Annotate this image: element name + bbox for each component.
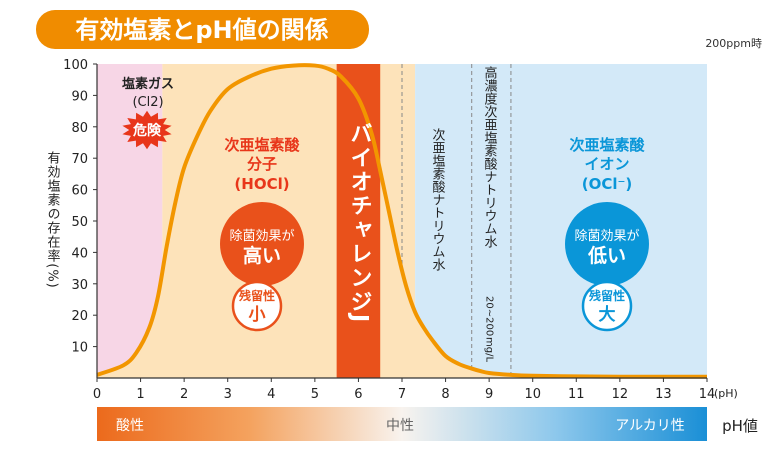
x-tick-label-9: 9 xyxy=(485,387,493,402)
ph-scale-bar xyxy=(97,407,707,441)
y-tick-label-50: 50 xyxy=(71,215,88,230)
highlight-band xyxy=(336,64,381,378)
danger-label: 危険 xyxy=(132,122,162,139)
ocl-effect-circle xyxy=(565,202,649,286)
y-tick-label-90: 90 xyxy=(71,89,88,104)
hocl-effect-line1: 除菌効果が xyxy=(229,229,294,244)
ocl-label-line1: 次亜塩素酸 xyxy=(569,136,645,154)
ocl-residue-line1: 残留性 xyxy=(589,288,625,303)
hocl-residue-circle xyxy=(231,280,283,332)
hocl-residue-line2: 小 xyxy=(249,305,266,325)
y-tick-label-20: 20 xyxy=(71,309,88,324)
ph-neutral-label: 中性 xyxy=(386,418,414,434)
curve-line xyxy=(96,63,707,379)
naocl-label: 次亜塩素酸ナトリウム水 xyxy=(430,127,446,271)
ocl-residue-circle xyxy=(581,280,633,332)
x-tick-label-5: 5 xyxy=(311,387,319,402)
ocl-label-line3: (OCl⁻) xyxy=(582,175,633,193)
hocl-effect-circle xyxy=(220,202,304,286)
ph-alkaline-label: アルカリ性 xyxy=(615,418,684,434)
title-pill xyxy=(36,10,369,49)
ocl-label-line2: イオン xyxy=(584,155,629,173)
hocl-label-line2: 分子 xyxy=(247,155,277,173)
hocl-label-line3: (HOCl) xyxy=(234,175,289,193)
x-tick-label-6: 6 xyxy=(354,387,362,402)
y-tick-label-80: 80 xyxy=(71,121,88,136)
chart-title: 有効塩素とpH値の関係 xyxy=(75,16,328,44)
ph-acid-label: 酸性 xyxy=(116,418,144,434)
x-tick-label-7: 7 xyxy=(398,387,406,402)
concentration-note: 200ppm時 xyxy=(705,37,762,50)
y-tick-label-70: 70 xyxy=(71,152,88,167)
x-tick-label-1: 1 xyxy=(136,387,144,402)
x-tick-label-14: 14 xyxy=(699,387,716,402)
danger-burst-icon xyxy=(122,110,172,150)
product-label: バイオチャレンジJ xyxy=(347,122,372,324)
x-tick-label-13: 13 xyxy=(655,387,672,402)
x-tick-label-8: 8 xyxy=(441,387,449,402)
y-tick-label-60: 60 xyxy=(71,184,88,199)
chlorine-gas-formula: (Cl2) xyxy=(132,95,163,110)
region-hypochlorite-ion xyxy=(415,64,707,377)
hocl-residue-line1: 残留性 xyxy=(239,288,275,303)
naocl-high-unit: mg/L xyxy=(484,337,495,362)
y-tick-label-40: 40 xyxy=(71,246,88,261)
x-tick-layer: 0 1 2 3 4 5 6 7 8 9 10 11 12 13 14 xyxy=(93,378,715,402)
x-tick-label-12: 12 xyxy=(612,387,629,402)
x-tick-label-2: 2 xyxy=(180,387,188,402)
x-tick-label-4: 4 xyxy=(267,387,275,402)
x-axis-label: (pH) xyxy=(714,387,738,400)
ocl-effect-line1: 除菌効果が xyxy=(574,229,639,244)
x-tick-label-0: 0 xyxy=(93,387,101,402)
y-tick-label-10: 10 xyxy=(71,341,88,356)
y-tick-label-100: 100 xyxy=(63,58,88,73)
naocl-high-label: 高濃度次亜塩素酸ナトリウム水 xyxy=(482,65,498,248)
x-tick-label-11: 11 xyxy=(568,387,585,402)
y-tick-label-30: 30 xyxy=(71,278,88,293)
x-tick-label-3: 3 xyxy=(224,387,232,402)
ocl-effect-line2: 低い xyxy=(587,244,626,267)
chlorine-gas-label: 塩素ガス xyxy=(122,76,174,92)
naocl-high-range: 20~200 xyxy=(484,296,495,336)
y-axis-label: 有効塩素の存在率(%) xyxy=(45,151,61,289)
hocl-effect-line2: 高い xyxy=(243,244,281,267)
hocl-label-line1: 次亜塩素酸 xyxy=(224,136,300,154)
y-tick-layer: 10 20 30 40 50 60 70 80 90 100 xyxy=(63,58,97,356)
x-tick-label-10: 10 xyxy=(524,387,541,402)
ph-value-label: pH値 xyxy=(722,417,758,435)
ocl-residue-line2: 大 xyxy=(599,304,616,325)
